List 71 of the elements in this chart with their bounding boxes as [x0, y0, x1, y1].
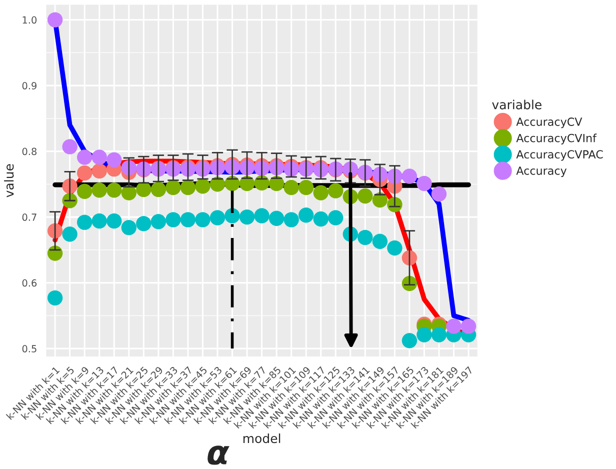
- point: [387, 240, 402, 256]
- point: [166, 212, 181, 228]
- point: [106, 213, 122, 229]
- point: [298, 207, 314, 223]
- point: [180, 180, 196, 196]
- point: [328, 183, 344, 198]
- point: [195, 212, 210, 228]
- point: [121, 185, 137, 200]
- point: [136, 216, 152, 232]
- point: [47, 290, 63, 306]
- point: [268, 176, 284, 192]
- point: [313, 211, 328, 227]
- point: [358, 188, 373, 204]
- point: [92, 182, 107, 198]
- point: [284, 212, 299, 228]
- point: [254, 208, 270, 224]
- point: [358, 230, 373, 246]
- point: [136, 182, 152, 198]
- point: [121, 220, 137, 236]
- point: [402, 250, 418, 266]
- y-tick-label: 1.0: [22, 16, 37, 24]
- point: [210, 210, 226, 226]
- point: [268, 210, 284, 226]
- point: [402, 333, 418, 348]
- point: [166, 180, 181, 196]
- point: [372, 234, 388, 249]
- point: [76, 214, 92, 230]
- point: [416, 176, 432, 192]
- x-axis-title: model: [243, 433, 280, 444]
- point: [372, 192, 388, 208]
- point: [76, 184, 92, 200]
- point: [402, 168, 418, 184]
- point: [224, 208, 240, 224]
- point: [76, 150, 92, 165]
- y-tick-label: 0.6: [22, 279, 37, 287]
- point: [62, 139, 78, 154]
- point: [62, 226, 78, 242]
- point: [92, 150, 107, 165]
- point: [416, 327, 432, 342]
- point: [180, 212, 196, 228]
- point: [195, 178, 210, 194]
- text: α: [208, 446, 230, 465]
- point: [298, 180, 314, 196]
- point: [47, 12, 63, 28]
- y-axis-title: value: [4, 164, 14, 198]
- point: [446, 318, 462, 334]
- point: [210, 176, 226, 192]
- point: [92, 163, 107, 179]
- point: [150, 214, 166, 230]
- legend-title: variable: [492, 100, 542, 110]
- legend-label: AccuracyCVPAC: [516, 150, 603, 161]
- point: [239, 176, 255, 192]
- point: [76, 165, 92, 181]
- point: [106, 152, 122, 168]
- point: [431, 186, 447, 202]
- point: [150, 182, 166, 198]
- legend-label: AccuracyCV: [516, 118, 582, 128]
- point: [239, 209, 255, 225]
- legend-label: Accuracy: [516, 166, 567, 178]
- legend-label: AccuracyCVInf: [516, 134, 597, 144]
- y-tick-label: 0.8: [22, 148, 37, 156]
- y-tick-label: 0.7: [22, 214, 36, 221]
- point: [313, 185, 328, 200]
- y-tick-label: 0.9: [22, 82, 36, 90]
- point: [92, 213, 107, 229]
- point: [460, 318, 476, 334]
- point: [328, 210, 344, 226]
- point: [431, 327, 447, 342]
- y-tick-label: 0.5: [22, 345, 36, 352]
- point: [284, 180, 299, 196]
- point: [106, 182, 122, 198]
